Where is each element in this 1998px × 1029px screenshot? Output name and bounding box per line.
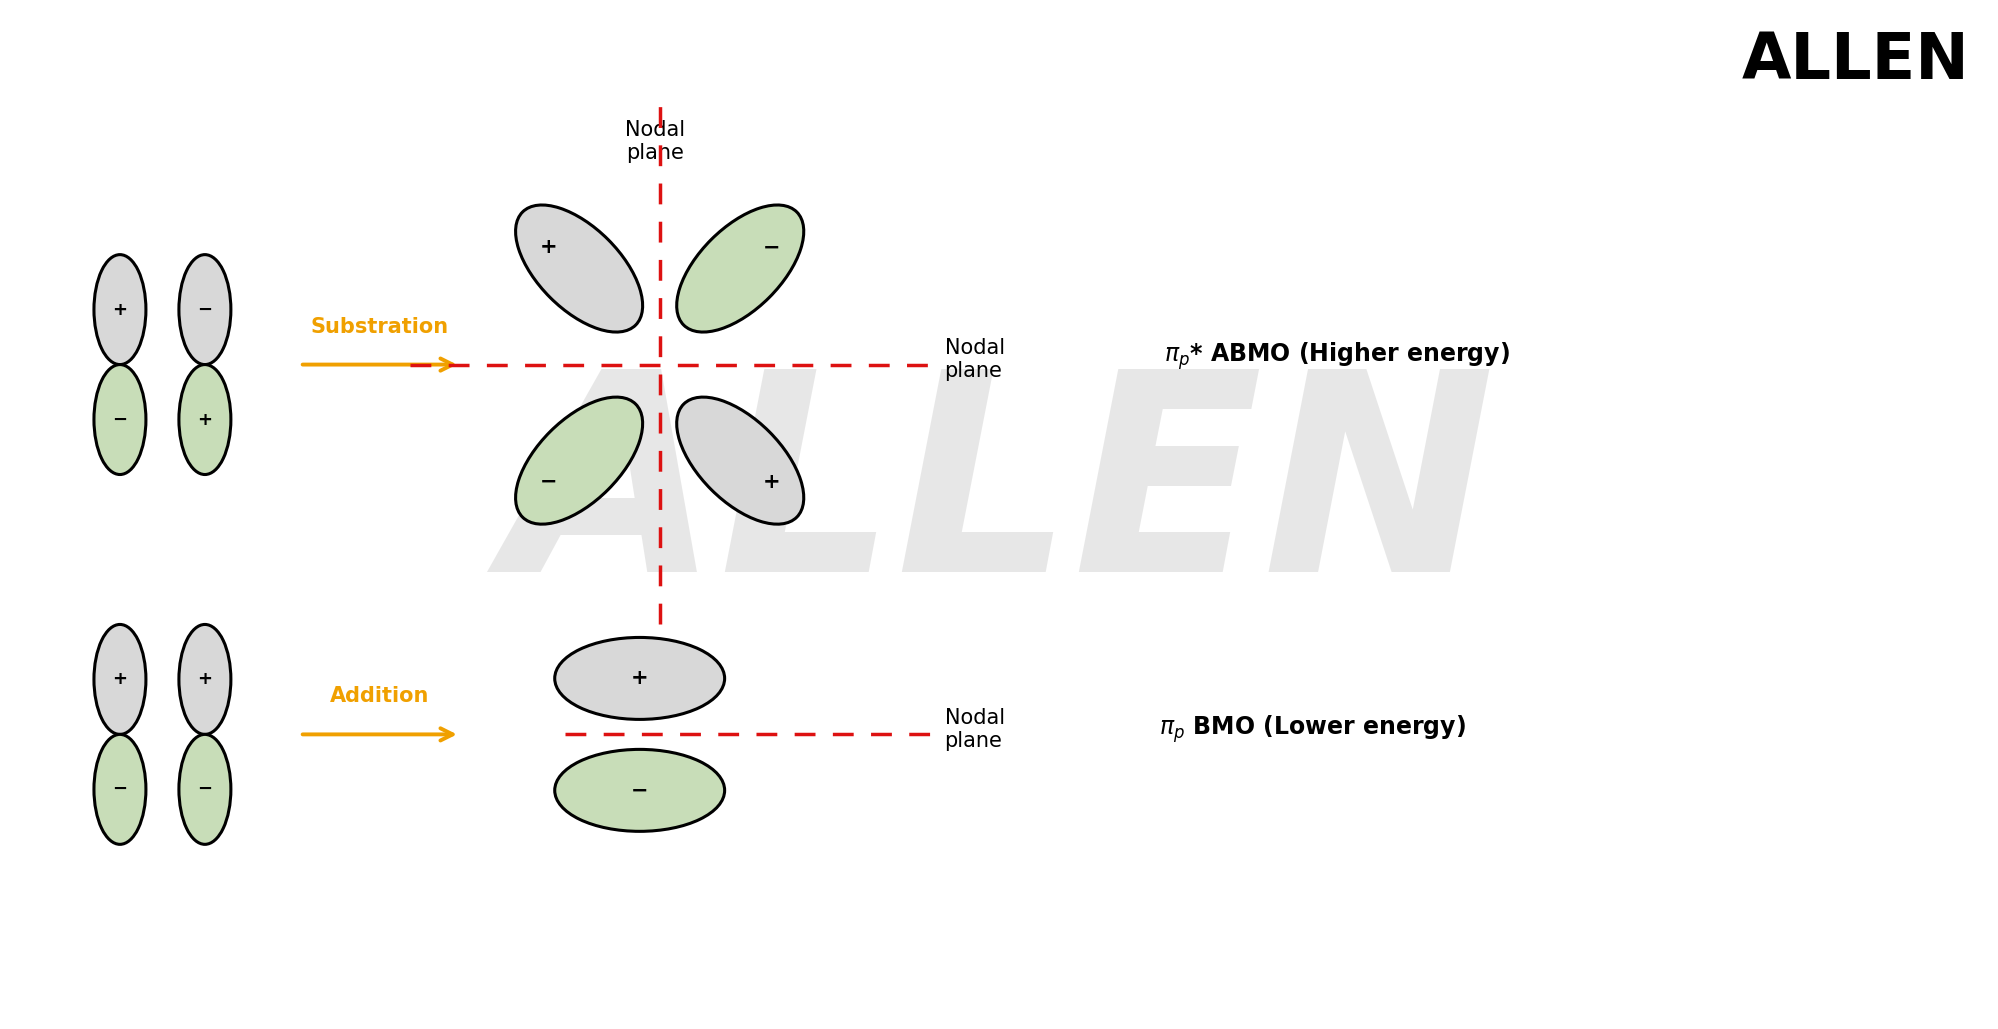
- Ellipse shape: [515, 205, 641, 332]
- Text: Substration: Substration: [310, 317, 450, 336]
- Text: Nodal
plane: Nodal plane: [623, 119, 685, 163]
- Text: +: +: [198, 411, 212, 428]
- Text: +: +: [198, 671, 212, 688]
- Ellipse shape: [515, 397, 641, 524]
- Text: ALLEN: ALLEN: [503, 359, 1495, 630]
- Ellipse shape: [555, 749, 725, 831]
- Ellipse shape: [180, 254, 230, 364]
- Text: −: −: [631, 780, 647, 801]
- Text: +: +: [761, 471, 779, 492]
- Text: +: +: [631, 669, 647, 688]
- Text: +: +: [112, 300, 128, 319]
- Ellipse shape: [180, 735, 230, 845]
- Text: −: −: [112, 780, 128, 799]
- Ellipse shape: [180, 364, 230, 474]
- Text: $\pi_p$* ABMO (Higher energy): $\pi_p$* ABMO (Higher energy): [1163, 341, 1510, 372]
- Text: +: +: [112, 671, 128, 688]
- Text: −: −: [198, 300, 212, 319]
- Ellipse shape: [677, 205, 803, 332]
- Text: Nodal
plane: Nodal plane: [943, 708, 1005, 751]
- Text: −: −: [112, 411, 128, 428]
- Ellipse shape: [94, 625, 146, 735]
- Ellipse shape: [94, 735, 146, 845]
- Text: $\pi_p$ BMO (Lower energy): $\pi_p$ BMO (Lower energy): [1159, 713, 1467, 745]
- Ellipse shape: [94, 364, 146, 474]
- Text: −: −: [761, 238, 779, 257]
- Text: −: −: [539, 471, 557, 492]
- Ellipse shape: [555, 637, 725, 719]
- Text: +: +: [539, 238, 557, 257]
- Text: Addition: Addition: [330, 686, 430, 706]
- Ellipse shape: [677, 397, 803, 524]
- Ellipse shape: [180, 625, 230, 735]
- Text: Nodal
plane: Nodal plane: [943, 338, 1005, 381]
- Text: ALLEN: ALLEN: [1740, 30, 1968, 92]
- Text: −: −: [198, 780, 212, 799]
- Ellipse shape: [94, 254, 146, 364]
